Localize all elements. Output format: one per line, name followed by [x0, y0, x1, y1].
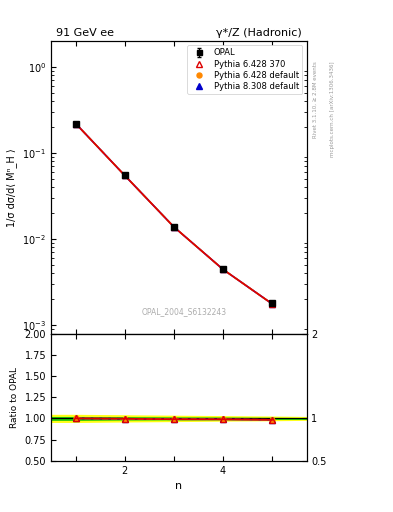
- Pythia 6.428 default: [73, 120, 78, 126]
- Pythia 6.428 default: [123, 173, 127, 179]
- Text: OPAL_2004_S6132243: OPAL_2004_S6132243: [141, 307, 226, 316]
- Text: γ*/Z (Hadronic): γ*/Z (Hadronic): [216, 28, 301, 38]
- Pythia 8.308 default: [123, 173, 127, 179]
- Y-axis label: 1/σ dσ/d⟨ Mⁿ_H ⟩: 1/σ dσ/d⟨ Mⁿ_H ⟩: [6, 148, 17, 227]
- Pythia 8.308 default: [73, 120, 78, 126]
- Pythia 6.428 370: [73, 120, 78, 126]
- Pythia 6.428 370: [270, 301, 275, 307]
- Legend: OPAL, Pythia 6.428 370, Pythia 6.428 default, Pythia 8.308 default: OPAL, Pythia 6.428 370, Pythia 6.428 def…: [187, 45, 302, 94]
- Pythia 6.428 370: [221, 266, 226, 272]
- Line: Pythia 8.308 default: Pythia 8.308 default: [72, 120, 275, 307]
- Pythia 8.308 default: [221, 266, 226, 272]
- Text: Rivet 3.1.10, ≥ 2.8M events: Rivet 3.1.10, ≥ 2.8M events: [312, 61, 318, 138]
- Line: Pythia 6.428 default: Pythia 6.428 default: [73, 121, 275, 307]
- Pythia 6.428 370: [123, 173, 127, 179]
- Pythia 6.428 default: [221, 266, 226, 272]
- Text: mcplots.cern.ch [arXiv:1306.3436]: mcplots.cern.ch [arXiv:1306.3436]: [330, 61, 335, 157]
- Line: Pythia 6.428 370: Pythia 6.428 370: [72, 120, 275, 307]
- Pythia 8.308 default: [270, 301, 275, 307]
- Pythia 6.428 default: [270, 301, 275, 307]
- Pythia 6.428 370: [172, 224, 176, 230]
- X-axis label: n: n: [175, 481, 182, 491]
- Text: 91 GeV ee: 91 GeV ee: [56, 28, 114, 38]
- Pythia 8.308 default: [172, 224, 176, 230]
- Pythia 6.428 default: [172, 224, 176, 230]
- Y-axis label: Ratio to OPAL: Ratio to OPAL: [10, 367, 19, 428]
